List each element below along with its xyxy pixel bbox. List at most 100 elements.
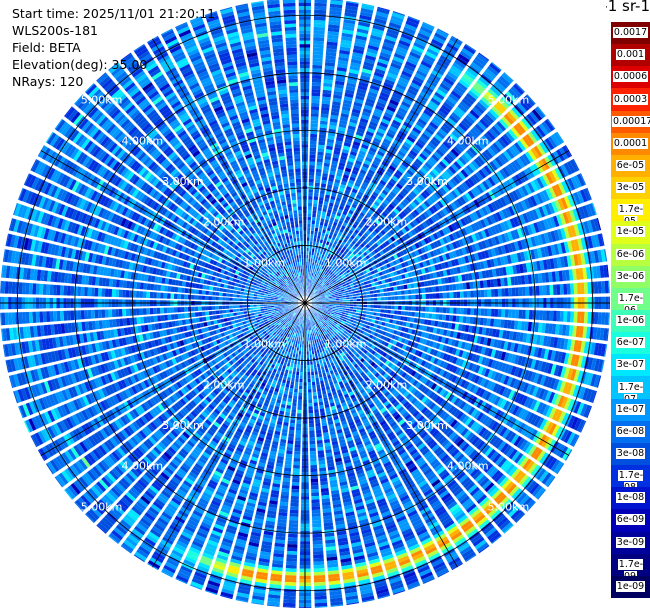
gate-cell xyxy=(370,194,377,201)
gate-cell xyxy=(472,173,481,183)
gate-cell xyxy=(313,33,325,38)
gate-cell xyxy=(324,280,328,284)
gate-cell xyxy=(484,205,492,215)
gate-cell xyxy=(395,153,404,161)
gate-cell xyxy=(329,289,334,293)
ray-gap xyxy=(304,26,436,304)
gate-cell xyxy=(404,185,412,193)
gate-cell xyxy=(391,305,395,310)
gate-cell xyxy=(314,290,318,294)
gate-cell xyxy=(363,104,374,111)
gate-cell xyxy=(415,158,424,166)
ray-gap xyxy=(304,10,391,304)
gate-cell xyxy=(340,113,350,119)
gate-cell xyxy=(569,209,577,223)
gate-cell xyxy=(394,224,401,232)
gate-cell xyxy=(356,296,361,299)
gate-cell xyxy=(323,292,328,295)
gate-cell xyxy=(573,311,578,323)
gate-cell xyxy=(561,270,567,282)
gate-cell xyxy=(316,267,320,272)
gate-cell xyxy=(415,172,424,180)
gate-cell xyxy=(329,250,333,255)
gate-cell xyxy=(349,176,356,182)
gate-cell xyxy=(417,248,423,255)
gate-cell xyxy=(326,48,338,53)
gate-cell xyxy=(424,161,433,170)
gate-cell xyxy=(379,51,392,59)
gate-cell xyxy=(445,244,452,252)
gate-cell xyxy=(520,239,527,250)
gate-cell xyxy=(317,271,320,275)
gate-cell xyxy=(394,276,399,281)
gate-cell xyxy=(386,105,397,113)
gate-cell xyxy=(592,266,598,279)
gate-cell xyxy=(473,158,483,168)
gate-cell xyxy=(386,287,391,292)
ray-gap xyxy=(304,214,598,304)
gate-cell xyxy=(530,147,540,160)
gate-cell xyxy=(308,199,313,204)
gate-cell xyxy=(366,48,379,55)
gate-cell xyxy=(481,116,492,127)
gate-cell xyxy=(489,161,498,171)
gate-cell xyxy=(566,161,576,174)
gate-cell xyxy=(446,117,457,127)
gate-cell xyxy=(596,327,601,341)
gate-cell xyxy=(329,242,333,247)
gate-cell xyxy=(386,263,391,269)
gate-cell xyxy=(456,291,461,299)
gate-cell xyxy=(419,223,426,231)
gate-cell xyxy=(350,173,358,179)
gate-cell xyxy=(523,250,529,261)
gate-cell xyxy=(365,54,377,61)
gate-cell xyxy=(376,293,381,297)
gate-cell xyxy=(335,197,342,202)
gate-cell xyxy=(570,311,575,323)
gate-cell xyxy=(483,93,495,105)
gate-cell xyxy=(345,1,359,8)
gate-cell xyxy=(437,28,450,36)
gate-cell xyxy=(518,187,526,198)
gate-cell xyxy=(313,37,325,42)
gate-cell xyxy=(424,313,429,319)
gate-cell xyxy=(366,298,371,302)
gate-cell xyxy=(432,293,437,299)
gate-cell xyxy=(539,260,545,271)
gate-cell xyxy=(455,106,466,116)
gate-cell xyxy=(478,271,483,280)
gate-cell xyxy=(419,63,431,72)
gate-cell xyxy=(608,280,610,294)
gate-cell xyxy=(529,195,538,207)
gate-cell xyxy=(318,280,322,284)
gate-cell xyxy=(419,135,429,144)
gate-cell xyxy=(331,273,335,277)
gate-cell xyxy=(385,283,390,288)
gate-cell xyxy=(357,124,367,131)
gate-cell xyxy=(392,11,406,17)
gate-cell xyxy=(370,305,375,309)
gate-cell xyxy=(348,68,360,75)
gate-cell xyxy=(395,169,404,177)
gate-cell xyxy=(320,277,324,281)
gate-cell xyxy=(388,213,395,220)
gate-cell xyxy=(466,149,475,159)
gate-cell xyxy=(409,51,422,60)
gate-cell xyxy=(389,229,396,236)
gate-cell xyxy=(468,235,474,244)
gate-cell xyxy=(466,214,473,224)
gate-cell xyxy=(377,195,385,202)
gate-cell xyxy=(434,32,447,42)
gate-cell xyxy=(483,260,489,269)
gate-cell xyxy=(343,251,348,256)
gate-cell xyxy=(423,253,429,260)
gate-cell xyxy=(368,88,379,95)
gate-cell xyxy=(487,176,496,187)
gate-cell xyxy=(334,80,345,86)
gate-cell xyxy=(317,151,325,156)
gate-cell xyxy=(497,246,503,256)
gate-cell xyxy=(320,257,324,262)
gate-cell xyxy=(421,268,426,275)
gate-cell xyxy=(352,296,357,299)
